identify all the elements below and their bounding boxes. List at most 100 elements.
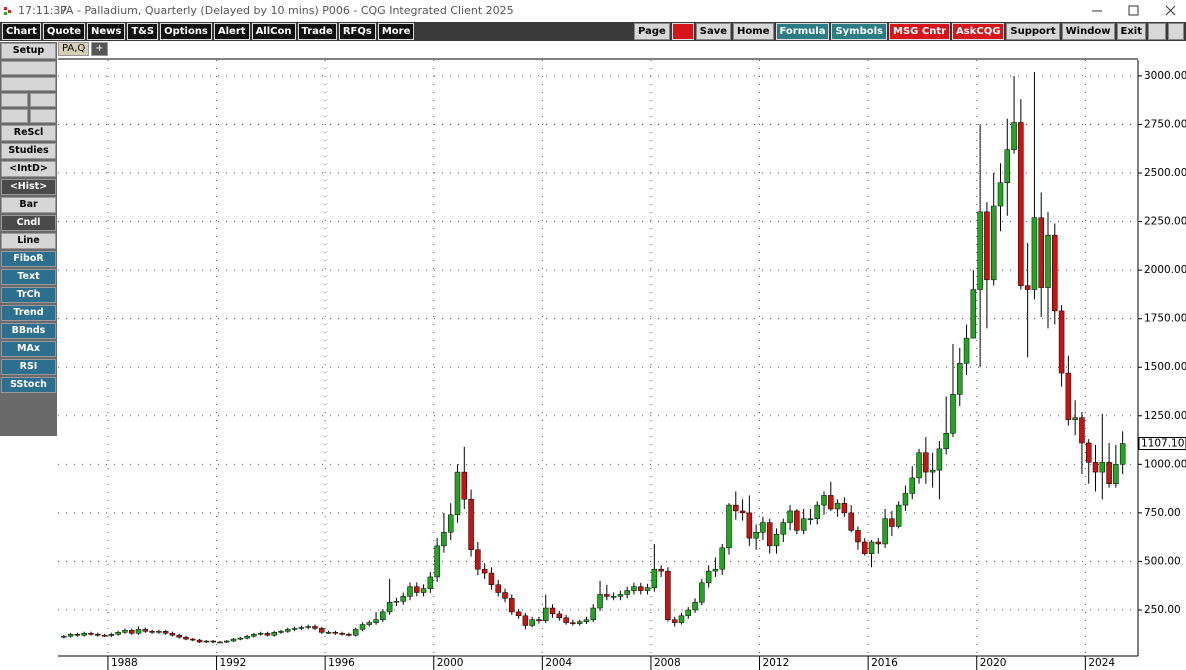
toolbar-button[interactable]: News <box>86 23 126 40</box>
sidebar-button[interactable]: <Hist> <box>1 179 56 195</box>
candle-body <box>1092 462 1099 473</box>
candle-body <box>957 363 963 395</box>
toolbar-button[interactable]: Window <box>1061 23 1115 40</box>
toolbar-button[interactable]: AskCQG <box>952 23 1005 40</box>
sidebar-button[interactable]: Line <box>1 233 56 249</box>
icon-button[interactable] <box>1 77 56 91</box>
toolbar-button[interactable]: Support <box>1006 23 1060 40</box>
sidebar-button[interactable]: RSI <box>1 359 56 375</box>
toolbar-button[interactable]: T&S <box>127 23 159 40</box>
sidebar-button[interactable]: MAx <box>1 341 56 357</box>
toolbar-button[interactable]: AllCon <box>251 23 296 40</box>
layout-button[interactable] <box>1148 23 1166 40</box>
y-tick-label: 3000.00 <box>1144 70 1186 82</box>
sidebar-button[interactable]: Setup <box>1 43 56 59</box>
toolbar-button[interactable]: Exit <box>1116 23 1146 40</box>
candle-body <box>1065 372 1072 420</box>
window-controls[interactable] <box>1066 0 1186 22</box>
icon-button[interactable] <box>29 109 56 123</box>
toolbar-button[interactable]: Alert <box>213 23 250 40</box>
candle-body <box>475 549 481 570</box>
y-tick-label: 500.00 <box>1144 555 1181 567</box>
icon-button[interactable] <box>29 93 56 107</box>
toolbar-button[interactable]: Save <box>695 23 732 40</box>
candle-body <box>1099 462 1106 473</box>
candle-body <box>1079 417 1085 444</box>
candle-body <box>461 471 468 500</box>
candle-body <box>1058 310 1065 374</box>
candle-body <box>868 541 875 554</box>
candle-body <box>848 512 854 531</box>
candle-body <box>128 630 135 634</box>
candle-body <box>319 628 325 633</box>
candle-body <box>95 633 101 636</box>
candle-body <box>169 633 176 636</box>
candle-body <box>787 510 793 523</box>
icon-button[interactable] <box>1 109 28 123</box>
tab[interactable]: + <box>91 42 108 56</box>
toolbar-button[interactable]: Home <box>733 23 774 40</box>
candle-body <box>1038 217 1044 288</box>
icon-row <box>1 93 56 107</box>
app-icon <box>4 7 11 15</box>
candle-body <box>366 622 373 625</box>
candle-body <box>733 504 739 512</box>
sidebar-button[interactable]: SStoch <box>1 377 56 393</box>
sidebar-button[interactable]: Cndl <box>1 215 56 231</box>
candle-body <box>244 635 250 639</box>
candle-body <box>305 626 311 628</box>
x-tick-label: 2008 <box>654 657 681 669</box>
sidebar-button[interactable]: <IntD> <box>1 161 56 177</box>
candle-body <box>1052 234 1058 312</box>
candle-body <box>101 634 108 637</box>
sidebar-button[interactable]: Text <box>1 269 56 285</box>
nav-button[interactable] <box>671 23 694 40</box>
toolbar-button[interactable]: Quote <box>42 23 85 40</box>
sidebar-button[interactable]: FiboR <box>1 251 56 267</box>
candle-body <box>176 634 182 638</box>
toolbar-button[interactable]: Trade <box>297 23 337 40</box>
toolbar-button[interactable]: Formula <box>775 23 830 40</box>
candle-body <box>122 630 128 633</box>
candle-body <box>780 522 787 535</box>
candle-body <box>590 607 596 620</box>
sidebar-button[interactable]: ReScl <box>1 125 56 141</box>
candle-body <box>217 641 223 644</box>
candle-body <box>108 633 115 636</box>
candle-body <box>271 632 277 636</box>
toolbar-button[interactable]: Page <box>634 23 670 40</box>
icon-button[interactable] <box>1 93 28 107</box>
sidebar-button[interactable]: Trend <box>1 305 56 321</box>
sidebar-button[interactable]: Bar <box>1 197 56 213</box>
sidebar-button[interactable]: TrCh <box>1 287 56 303</box>
toolbar-button[interactable]: MSG Cntr <box>889 23 951 40</box>
toolbar-button[interactable]: Options <box>160 23 212 40</box>
sidebar-button[interactable]: BBnds <box>1 323 56 339</box>
candle-body <box>61 635 67 638</box>
tab[interactable]: PA,Q <box>58 42 90 56</box>
toolbar-button[interactable]: RFQs <box>338 23 376 40</box>
candle-body <box>563 617 569 623</box>
candle-body <box>549 607 556 615</box>
toolbar-button[interactable]: Symbols <box>831 23 888 40</box>
candle-body <box>515 611 522 617</box>
candle-body <box>828 495 834 510</box>
icon-button[interactable] <box>1 61 56 75</box>
toolbar-button[interactable]: More <box>377 23 415 40</box>
x-tick-label: 2004 <box>545 657 572 669</box>
candle-body <box>380 611 386 620</box>
icon-row <box>1 61 56 75</box>
candle-body <box>1045 234 1051 288</box>
candle-body <box>950 394 956 434</box>
y-tick-label: 250.00 <box>1144 604 1181 616</box>
candle-body <box>800 518 807 531</box>
candle-body <box>990 205 997 281</box>
candle-body <box>665 570 671 620</box>
help-button[interactable] <box>1168 23 1184 40</box>
tabs: PA,Q + <box>58 42 108 58</box>
toolbar-button[interactable]: Chart <box>2 23 41 40</box>
candle-body <box>237 637 244 640</box>
y-tick-label: 2250.00 <box>1144 216 1186 228</box>
candle-body <box>1119 443 1126 465</box>
sidebar-button[interactable]: Studies <box>1 143 56 159</box>
